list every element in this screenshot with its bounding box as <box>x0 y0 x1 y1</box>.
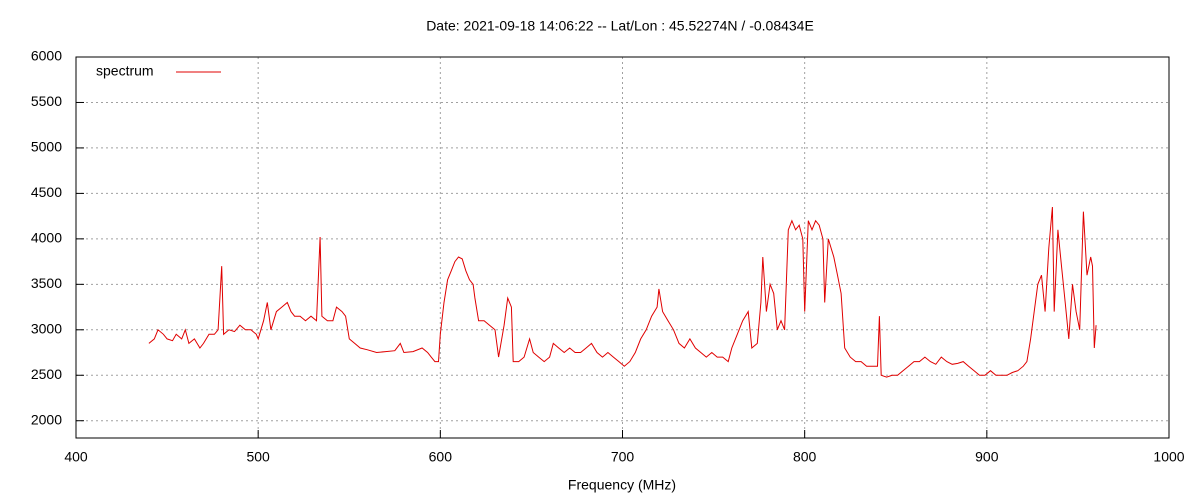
x-tick-label: 800 <box>793 449 817 465</box>
x-axis-label: Frequency (MHz) <box>568 477 676 493</box>
y-tick-label: 6000 <box>31 48 62 64</box>
y-tick-label: 5000 <box>31 139 62 155</box>
x-tick-label: 1000 <box>1153 449 1184 465</box>
x-tick-label: 600 <box>429 449 453 465</box>
y-tick-label: 4500 <box>31 184 62 200</box>
chart-title: Date: 2021-09-18 14:06:22 -- Lat/Lon : 4… <box>426 18 814 34</box>
y-tick-label: 5500 <box>31 93 62 109</box>
y-tick-label: 3000 <box>31 320 62 336</box>
x-tick-label: 400 <box>64 449 88 465</box>
y-tick-label: 2000 <box>31 411 62 427</box>
y-tick-label: 2500 <box>31 366 62 382</box>
spectrum-line <box>148 206 1097 378</box>
legend-label: spectrum <box>96 63 154 79</box>
x-tick-label: 500 <box>246 449 270 465</box>
y-tick-label: 3500 <box>31 275 62 291</box>
x-tick-label: 900 <box>975 449 999 465</box>
plot-border <box>75 56 1170 439</box>
x-tick-label: 700 <box>611 449 635 465</box>
y-tick-label: 4000 <box>31 230 62 246</box>
